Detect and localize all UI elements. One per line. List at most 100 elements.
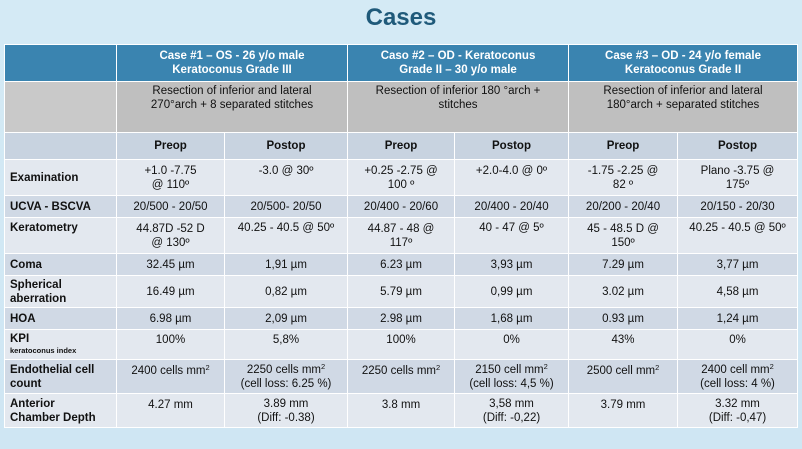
table-cell: 45 - 48.5 D @150º — [568, 217, 679, 254]
anterior-chamber-depth-row: Anterior Chamber Depth 4.27 mm 3.89 mm (Di… — [4, 393, 799, 428]
table-cell: 3,77 µm — [677, 253, 799, 276]
table-cell: 2150 cell mm2 (cell loss: 4,5 %) — [454, 359, 570, 394]
table-cell: 20/200 - 20/40 — [568, 195, 679, 218]
table-cell: -1.75 -2.25 @82 º — [568, 159, 679, 196]
table-cell: 20/500- 20/50 — [223, 195, 349, 218]
examination-row: Examination +1.0 -7.75 @ 110º -3.0 @ 30º … — [4, 159, 799, 196]
procedure-label-cell — [4, 81, 117, 133]
case-1-procedure: Resection of inferior and lateral 270°ar… — [115, 81, 349, 133]
case-2-procedure-line1: Resection of inferior 180 °arch + — [375, 85, 541, 97]
cases-table: Case #1 – OS - 26 y/o male Keratoconus G… — [4, 44, 799, 428]
hoa-label: HOA — [4, 307, 117, 330]
table-cell: 5,8% — [223, 329, 349, 360]
kpi-label: KPI keratoconus index — [4, 329, 117, 360]
procedure-row: Resection of inferior and lateral 270°ar… — [4, 81, 799, 133]
table-cell: 3.32 mm (Diff: -0,47) — [677, 393, 799, 428]
case-2-procedure-line2: stitches — [438, 99, 478, 111]
examination-label: Examination — [4, 159, 117, 196]
case-3-preop-header: Preop — [568, 132, 679, 160]
anterior-chamber-depth-label: Anterior Chamber Depth — [4, 393, 117, 428]
table-cell: 44.87 - 48 @117º — [347, 217, 456, 254]
phase-label-cell — [4, 132, 117, 160]
table-cell: 0,82 µm — [223, 275, 349, 308]
case-3-header: Case #3 – OD - 24 y/o female Keratoconus… — [568, 44, 799, 82]
table-cell: 1,91 µm — [223, 253, 349, 276]
table-cell: 2500 cell mm2 — [568, 359, 679, 394]
table-cell: +1.0 -7.75 @ 110º — [116, 159, 225, 196]
case-3-procedure-line1: Resection of inferior and lateral — [603, 85, 763, 97]
table-cell: 20/150 - 20/30 — [677, 195, 799, 218]
table-cell: 40.25 - 40.5 @ 50º — [223, 217, 349, 254]
case-1-header: Case #1 – OS - 26 y/o male Keratoconus G… — [115, 44, 349, 82]
table-cell: 0,99 µm — [454, 275, 570, 308]
table-cell: 5.79 µm — [347, 275, 456, 308]
kpi-sublabel: keratoconus index — [10, 346, 77, 355]
case-2-title: Caso #2 – OD - Keratoconus — [380, 50, 536, 62]
page-title: Cases — [365, 4, 437, 31]
table-cell: 4,58 µm — [677, 275, 799, 308]
table-cell: 2400 cell mm2 (cell loss: 4 %) — [677, 359, 799, 394]
table-cell: 0% — [677, 329, 799, 360]
case-2-subtitle: Grade II – 30 y/o male — [399, 64, 517, 76]
table-cell: 2,09 µm — [223, 307, 349, 330]
table-cell: 3.02 µm — [568, 275, 679, 308]
table-cell: 100% — [347, 329, 456, 360]
table-cell: 1,68 µm — [454, 307, 570, 330]
case-header-row: Case #1 – OS - 26 y/o male Keratoconus G… — [4, 44, 799, 82]
table-cell: 2.98 µm — [347, 307, 456, 330]
keratometry-label: Keratometry — [4, 217, 117, 254]
table-cell: 32.45 µm — [116, 253, 225, 276]
hoa-row: HOA 6.98 µm 2,09 µm 2.98 µm 1,68 µm 0.93… — [4, 307, 799, 330]
case-1-procedure-line1: Resection of inferior and lateral — [152, 85, 312, 97]
case-3-title: Case #3 – OD - 24 y/o female — [605, 50, 761, 62]
endothelial-row: Endothelial cell count 2400 cells mm2 225… — [4, 359, 799, 394]
table-cell: 2250 cells mm2 — [347, 359, 456, 394]
table-cell: 20/400 - 20/60 — [347, 195, 456, 218]
ucva-label: UCVA - BSCVA — [4, 195, 117, 218]
case-1-title: Case #1 – OS - 26 y/o male — [159, 50, 305, 62]
table-cell: 44.87D -52 D @ 130º — [116, 217, 225, 254]
endothelial-label: Endothelial cell count — [4, 359, 117, 394]
corner-cell — [4, 44, 117, 82]
table-cell: 4.27 mm — [116, 393, 225, 428]
kpi-row: KPI keratoconus index 100% 5,8% 100% 0% 4… — [4, 329, 799, 360]
table-cell: 0% — [454, 329, 570, 360]
table-cell: Plano -3.75 @175º — [677, 159, 799, 196]
table-cell: 6.23 µm — [347, 253, 456, 276]
spherical-aberration-label: Spherical aberration — [4, 275, 117, 308]
table-cell: 43% — [568, 329, 679, 360]
table-cell: 0.93 µm — [568, 307, 679, 330]
table-cell: +2.0-4.0 @ 0º — [454, 159, 570, 196]
table-cell: 3.8 mm — [347, 393, 456, 428]
spherical-aberration-row: Spherical aberration 16.49 µm 0,82 µm 5.7… — [4, 275, 799, 308]
table-cell: 3,93 µm — [454, 253, 570, 276]
case-2-procedure: Resection of inferior 180 °arch + stitch… — [347, 81, 570, 133]
coma-label: Coma — [4, 253, 117, 276]
case-2-postop-header: Postop — [454, 132, 570, 160]
table-cell: 3,58 mm (Diff: -0,22) — [454, 393, 570, 428]
table-cell: 16.49 µm — [116, 275, 225, 308]
case-3-subtitle: Keratoconus Grade II — [624, 64, 742, 76]
table-cell: 6.98 µm — [116, 307, 225, 330]
case-3-procedure: Resection of inferior and lateral 180°ar… — [568, 81, 799, 133]
table-cell: +0.25 -2.75 @100 º — [347, 159, 456, 196]
table-cell: 20/500 - 20/50 — [116, 195, 225, 218]
case-2-preop-header: Preop — [347, 132, 456, 160]
table-cell: 100% — [116, 329, 225, 360]
coma-row: Coma 32.45 µm 1,91 µm 6.23 µm 3,93 µm 7.… — [4, 253, 799, 276]
table-cell: 2250 cells mm2 (cell loss: 6.25 %) — [223, 359, 349, 394]
table-cell: 40 - 47 @ 5º — [454, 217, 570, 254]
table-cell: 1,24 µm — [677, 307, 799, 330]
table-cell: 2400 cells mm2 — [116, 359, 225, 394]
ucva-row: UCVA - BSCVA 20/500 - 20/50 20/500- 20/5… — [4, 195, 799, 218]
case-3-procedure-line2: 180°arch + separated stitches — [606, 99, 760, 111]
keratometry-row: Keratometry 44.87D -52 D @ 130º 40.25 - 4… — [4, 217, 799, 254]
table-cell: 3.89 mm (Diff: -0.38) — [223, 393, 349, 428]
table-cell: -3.0 @ 30º — [223, 159, 349, 196]
table-cell: 40.25 - 40.5 @ 50º — [677, 217, 799, 254]
case-1-postop-header: Postop — [223, 132, 349, 160]
phase-row: Preop Postop Preop Postop Preop Postop — [4, 132, 799, 160]
table-cell: 7.29 µm — [568, 253, 679, 276]
case-1-procedure-line2: 270°arch + 8 separated stitches — [150, 99, 314, 111]
case-1-preop-header: Preop — [116, 132, 225, 160]
